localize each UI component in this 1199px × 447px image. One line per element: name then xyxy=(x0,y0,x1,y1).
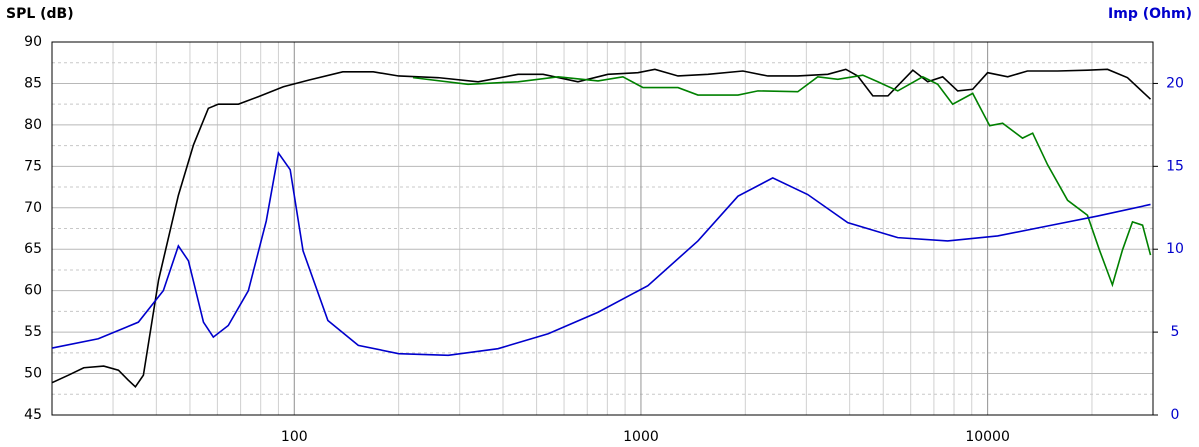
y2-axis-title: Imp (Ohm) xyxy=(1108,6,1192,22)
y2-tick-label: 0 xyxy=(1171,407,1180,423)
y-tick-label: 60 xyxy=(24,283,42,299)
y-tick-label: 70 xyxy=(24,200,42,216)
y2-tick-label: 15 xyxy=(1166,158,1184,174)
y-tick-label: 75 xyxy=(24,158,42,174)
y-tick-label: 45 xyxy=(24,407,42,423)
y-tick-label: 80 xyxy=(24,117,42,133)
series-line xyxy=(412,74,1152,288)
series-line xyxy=(51,68,1152,389)
series-line xyxy=(51,151,1151,357)
y-tick-label: 85 xyxy=(24,75,42,91)
y2-tick-label: 20 xyxy=(1166,75,1184,91)
y-tick-label: 50 xyxy=(24,366,42,382)
y-tick-label: 55 xyxy=(24,324,42,340)
x-tick-label: 100 xyxy=(281,429,308,445)
x-tick-label: 10000 xyxy=(965,429,1010,445)
y-axis-title: SPL (dB) xyxy=(6,6,74,22)
plot-frame xyxy=(51,41,1154,416)
y-tick-label: 65 xyxy=(24,241,42,257)
y2-tick-label: 10 xyxy=(1166,241,1184,257)
x-tick-label: 1000 xyxy=(623,429,659,445)
y2-tick-label: 5 xyxy=(1171,324,1180,340)
y-tick-label: 90 xyxy=(24,34,42,50)
